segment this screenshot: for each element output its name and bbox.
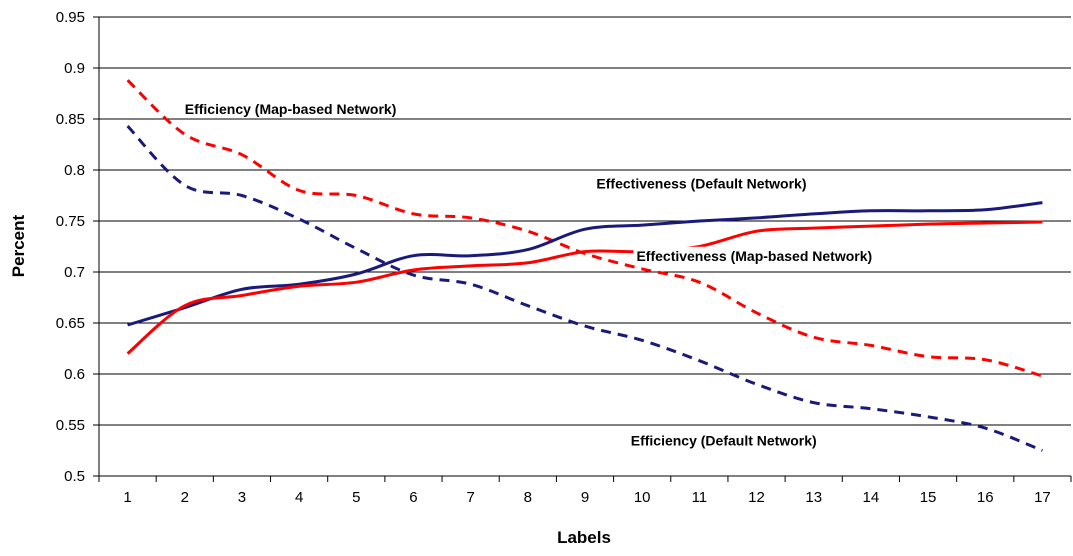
x-tick-label: 3 xyxy=(238,489,246,506)
y-tick-label: 0.5 xyxy=(64,468,85,485)
x-tick-label: 14 xyxy=(863,489,880,506)
annotation-background xyxy=(181,99,400,118)
y-tick-label: 0.65 xyxy=(56,315,85,332)
x-axis-title: Labels xyxy=(557,528,611,547)
y-tick-label: 0.9 xyxy=(64,60,85,77)
series-lines xyxy=(126,79,1043,452)
series-annotation-text: Effectiveness (Map-based Network) xyxy=(636,248,872,264)
series-annotation-text: Efficiency (Default Network) xyxy=(631,432,817,448)
series-annotation: Efficiency (Default Network) xyxy=(627,431,820,450)
annotation-background xyxy=(593,174,810,193)
x-tick-label: 15 xyxy=(920,489,937,506)
x-tick-label: 4 xyxy=(295,489,303,506)
axes: 0.50.550.60.650.70.750.80.850.90.951 2 3 4 5… xyxy=(56,9,1072,506)
x-tick-label: 12 xyxy=(748,489,765,506)
annotation-background xyxy=(627,431,820,450)
x-tick-label: 13 xyxy=(805,489,822,506)
x-tick-label: 17 xyxy=(1034,489,1051,506)
annotation-background xyxy=(633,246,876,265)
x-tick-label: 10 xyxy=(634,489,651,506)
x-tick-label: 5 xyxy=(352,489,360,506)
x-tick-label: 2 xyxy=(181,489,189,506)
annotations: Efficiency (Map-based Network) Effectiven… xyxy=(181,99,876,450)
y-tick-label: 0.55 xyxy=(56,417,85,434)
y-tick-label: 0.7 xyxy=(64,264,85,281)
y-tick-label: 0.95 xyxy=(56,9,85,26)
x-tick-label: 7 xyxy=(466,489,474,506)
x-tick-label: 6 xyxy=(409,489,417,506)
x-tick-label: 11 xyxy=(692,489,708,506)
y-tick-label: 0.75 xyxy=(56,213,85,230)
series-annotation: Effectiveness (Default Network) xyxy=(593,174,810,193)
x-tick-label: 16 xyxy=(977,489,994,506)
gridlines xyxy=(99,16,1071,426)
x-tick-label: 8 xyxy=(524,489,532,506)
series-line xyxy=(126,220,1043,355)
x-tick-label: 9 xyxy=(581,489,589,506)
y-axis-title: Percent xyxy=(9,214,28,277)
series-annotation-text: Effectiveness (Default Network) xyxy=(596,175,806,191)
y-tick-label: 0.85 xyxy=(56,111,85,128)
x-tick-label: 1 xyxy=(123,489,131,506)
series-annotation-text: Efficiency (Map-based Network) xyxy=(185,101,397,117)
series-annotation: Effectiveness (Map-based Network) xyxy=(633,246,876,265)
y-tick-label: 0.8 xyxy=(64,162,85,179)
y-tick-label: 0.6 xyxy=(64,366,85,383)
series-annotation: Efficiency (Map-based Network) xyxy=(181,99,400,118)
series-line xyxy=(126,79,1043,378)
series-line xyxy=(126,125,1043,452)
series-line xyxy=(127,201,1043,327)
